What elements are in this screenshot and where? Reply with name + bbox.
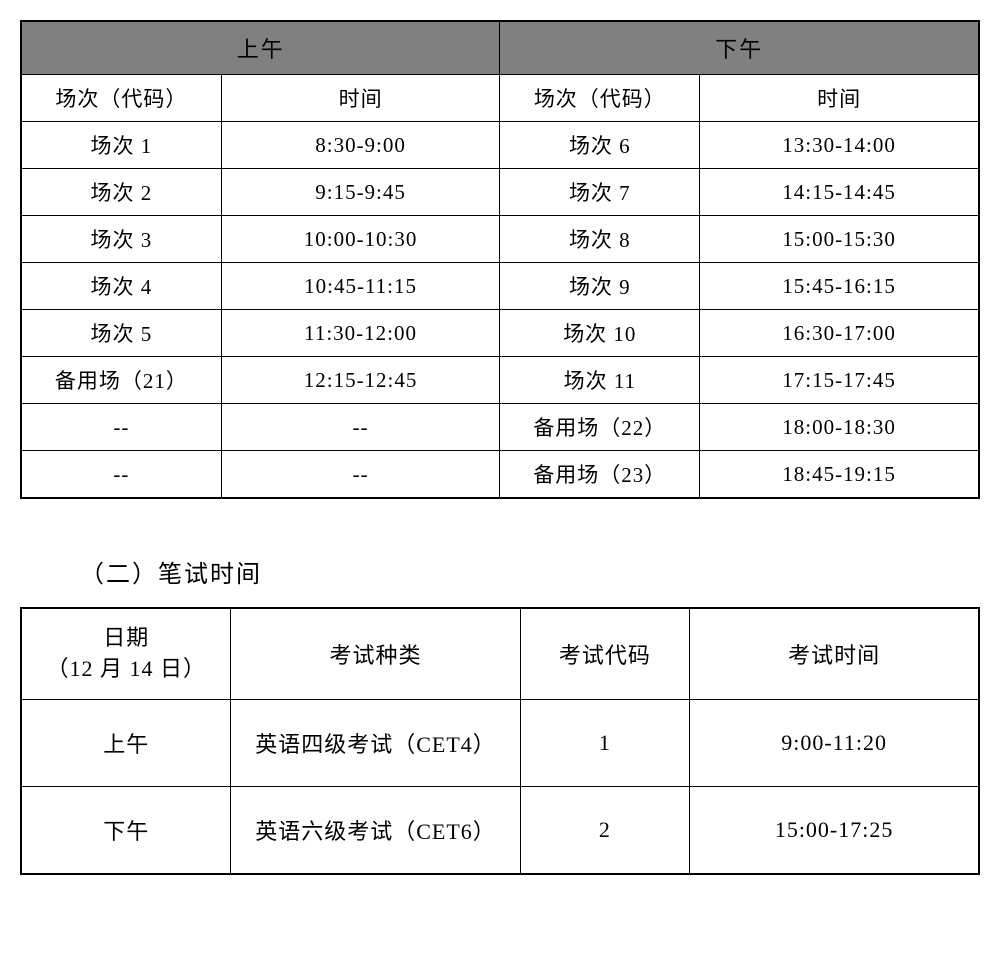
table-cell: 15:00-17:25 bbox=[690, 786, 979, 874]
table-cell: 备用场（23） bbox=[500, 451, 700, 499]
table-row: 备用场（21）12:15-12:45场次 1117:15-17:45 bbox=[21, 357, 979, 404]
written-col-type: 考试种类 bbox=[231, 608, 520, 699]
table-cell: 场次 9 bbox=[500, 263, 700, 310]
written-col-date-line1: 日期 bbox=[103, 625, 149, 650]
table-cell: 1 bbox=[520, 699, 690, 786]
table-cell: 15:00-15:30 bbox=[700, 216, 979, 263]
group-header-afternoon: 下午 bbox=[500, 21, 979, 75]
oral-schedule-table: 上午 下午 场次（代码） 时间 场次（代码） 时间 场次 18:30-9:00场… bbox=[20, 20, 980, 499]
table-cell: 场次 5 bbox=[21, 310, 221, 357]
written-col-code: 考试代码 bbox=[520, 608, 690, 699]
table-cell: 15:45-16:15 bbox=[700, 263, 979, 310]
table-cell: 9:15-9:45 bbox=[221, 169, 500, 216]
group-header-morning: 上午 bbox=[21, 21, 500, 75]
table-cell: 备用场（21） bbox=[21, 357, 221, 404]
table-row: 下午英语六级考试（CET6）215:00-17:25 bbox=[21, 786, 979, 874]
table-cell: 11:30-12:00 bbox=[221, 310, 500, 357]
table-cell: 上午 bbox=[21, 699, 231, 786]
col-header-time-am: 时间 bbox=[221, 75, 500, 122]
table-cell: 8:30-9:00 bbox=[221, 122, 500, 169]
table-cell: 场次 7 bbox=[500, 169, 700, 216]
table-cell: 10:45-11:15 bbox=[221, 263, 500, 310]
table-row: 场次 310:00-10:30场次 815:00-15:30 bbox=[21, 216, 979, 263]
table-cell: -- bbox=[221, 404, 500, 451]
table-cell: 18:45-19:15 bbox=[700, 451, 979, 499]
table-cell: -- bbox=[221, 451, 500, 499]
table-row: ----备用场（22）18:00-18:30 bbox=[21, 404, 979, 451]
table-cell: 英语四级考试（CET4） bbox=[231, 699, 520, 786]
table-cell: 场次 1 bbox=[21, 122, 221, 169]
table-cell: 16:30-17:00 bbox=[700, 310, 979, 357]
section2-title: （二）笔试时间 bbox=[20, 554, 980, 589]
table-cell: 场次 10 bbox=[500, 310, 700, 357]
table-cell: 场次 11 bbox=[500, 357, 700, 404]
table-cell: 场次 2 bbox=[21, 169, 221, 216]
table-cell: 2 bbox=[520, 786, 690, 874]
table-cell: 10:00-10:30 bbox=[221, 216, 500, 263]
table-cell: 14:15-14:45 bbox=[700, 169, 979, 216]
table-cell: 9:00-11:20 bbox=[690, 699, 979, 786]
table-cell: -- bbox=[21, 404, 221, 451]
table-row: 上午英语四级考试（CET4）19:00-11:20 bbox=[21, 699, 979, 786]
table-cell: 13:30-14:00 bbox=[700, 122, 979, 169]
table-cell: 17:15-17:45 bbox=[700, 357, 979, 404]
table-cell: 场次 8 bbox=[500, 216, 700, 263]
table-cell: 18:00-18:30 bbox=[700, 404, 979, 451]
written-col-date-line2: （12 月 14 日） bbox=[46, 656, 206, 681]
table-cell: 下午 bbox=[21, 786, 231, 874]
table-row: 场次 29:15-9:45场次 714:15-14:45 bbox=[21, 169, 979, 216]
table-row: ----备用场（23）18:45-19:15 bbox=[21, 451, 979, 499]
written-col-time: 考试时间 bbox=[690, 608, 979, 699]
col-header-session-am: 场次（代码） bbox=[21, 75, 221, 122]
table-row: 场次 18:30-9:00场次 613:30-14:00 bbox=[21, 122, 979, 169]
col-header-time-pm: 时间 bbox=[700, 75, 979, 122]
written-exam-table: 日期 （12 月 14 日） 考试种类 考试代码 考试时间 上午英语四级考试（C… bbox=[20, 607, 980, 875]
table-row: 场次 511:30-12:00场次 1016:30-17:00 bbox=[21, 310, 979, 357]
written-col-date: 日期 （12 月 14 日） bbox=[21, 608, 231, 699]
table-cell: 场次 3 bbox=[21, 216, 221, 263]
table-cell: 场次 4 bbox=[21, 263, 221, 310]
table-cell: 场次 6 bbox=[500, 122, 700, 169]
table-cell: 备用场（22） bbox=[500, 404, 700, 451]
table-cell: -- bbox=[21, 451, 221, 499]
table-cell: 英语六级考试（CET6） bbox=[231, 786, 520, 874]
table-cell: 12:15-12:45 bbox=[221, 357, 500, 404]
table-row: 场次 410:45-11:15场次 915:45-16:15 bbox=[21, 263, 979, 310]
col-header-session-pm: 场次（代码） bbox=[500, 75, 700, 122]
